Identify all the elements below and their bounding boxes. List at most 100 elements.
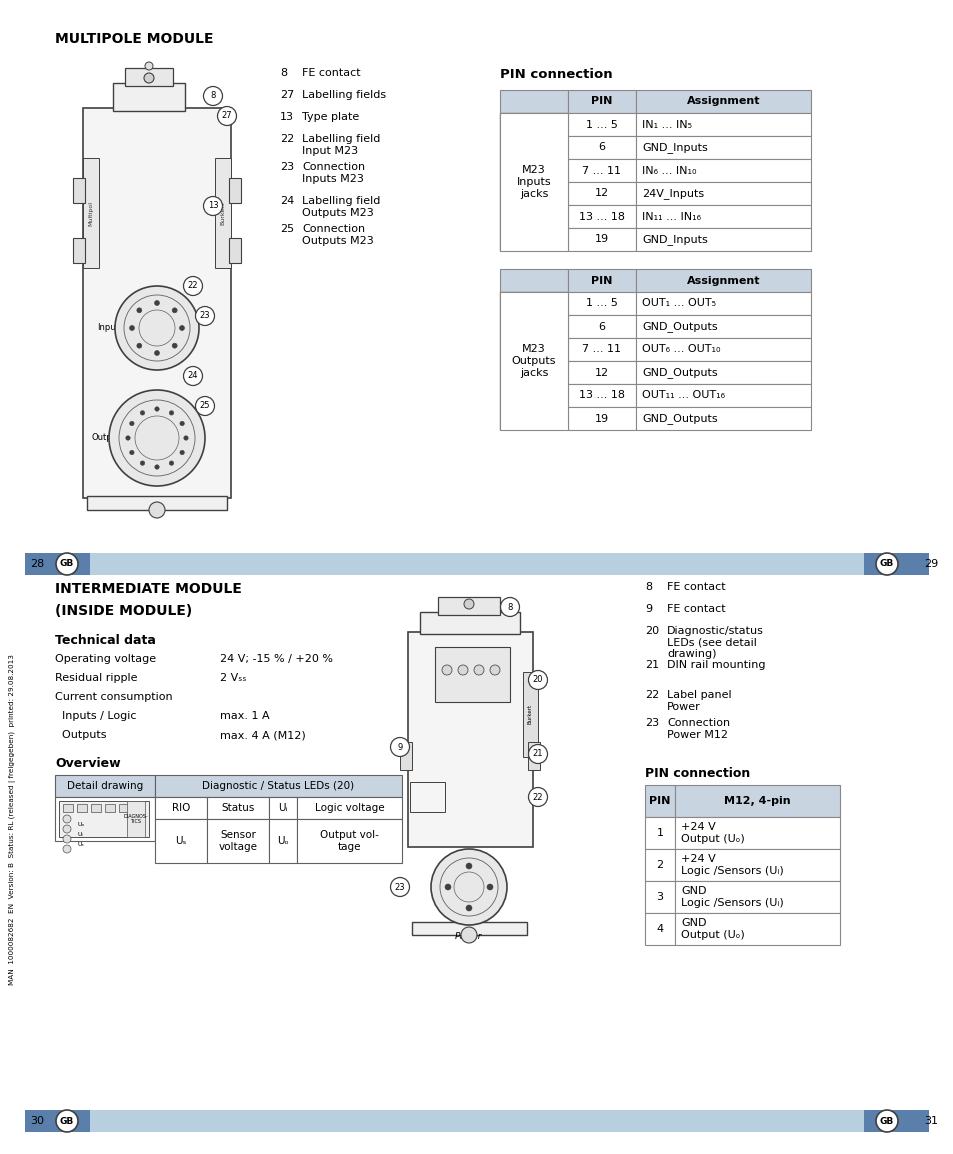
Bar [636,205,810,228]
Text: 2: 2 [656,860,663,870]
Bar [499,292,567,315]
Bar [567,90,636,113]
Text: 8: 8 [210,91,215,100]
Circle shape [474,665,483,675]
Bar [87,496,227,510]
Text: +24 V
Logic /Sensors (Uᵢ): +24 V Logic /Sensors (Uᵢ) [680,854,783,876]
Text: 27: 27 [221,112,233,120]
Text: Operating voltage: Operating voltage [55,654,156,664]
Text: 8: 8 [280,68,287,78]
Text: Detail drawing: Detail drawing [67,781,143,790]
Circle shape [172,308,177,313]
Bar [55,775,154,797]
Text: 20: 20 [644,625,659,636]
Text: 3: 3 [656,892,662,902]
Text: 4: 4 [656,924,663,934]
Bar [499,315,567,338]
Bar [55,797,154,841]
Bar [567,292,636,315]
Text: OUT₁ ... OUT₅: OUT₁ ... OUT₅ [641,299,716,308]
Text: OUT₆ ... OUT₁₀: OUT₆ ... OUT₁₀ [641,345,720,354]
Bar [567,228,636,252]
Text: 25: 25 [199,402,210,411]
Text: Uₛ: Uₛ [77,842,84,847]
Bar [269,797,296,819]
Text: MAN  1000082682  EN  Version: B  Status: RL (released | freigegeben)  printed: 2: MAN 1000082682 EN Version: B Status: RL … [9,654,15,986]
Bar [207,819,269,863]
Text: PIN connection: PIN connection [644,767,749,780]
Bar [499,205,567,228]
Text: GND_Inputs: GND_Inputs [641,234,707,245]
Text: 6: 6 [598,322,605,331]
Text: RIO: RIO [172,803,190,814]
Bar [636,113,810,136]
Text: IN₁₁ ... IN₁₆: IN₁₁ ... IN₁₆ [641,211,700,222]
Bar [567,384,636,407]
Circle shape [875,553,897,575]
Bar [636,90,810,113]
Text: Burkert: Burkert [527,704,532,724]
Circle shape [183,277,202,295]
Bar [499,228,567,252]
Text: Labelling field
Outputs M23: Labelling field Outputs M23 [302,196,380,218]
Text: FE contact: FE contact [666,582,725,592]
Text: M23
Outputs
jacks: M23 Outputs jacks [511,344,556,377]
Bar [567,315,636,338]
Text: max. 1 A: max. 1 A [220,711,270,721]
Text: GB: GB [60,560,74,569]
Circle shape [140,460,145,465]
Bar [636,407,810,430]
Bar [296,819,401,863]
Text: Residual ripple: Residual ripple [55,673,137,683]
Bar [636,361,810,384]
Text: 8: 8 [644,582,652,592]
Text: 2 Vₛₛ: 2 Vₛₛ [220,673,246,683]
Bar [499,136,567,159]
Bar [229,178,241,203]
Bar [437,597,499,615]
Circle shape [154,407,159,411]
Text: 27: 27 [280,90,294,100]
Circle shape [490,665,499,675]
Text: DIN rail mounting: DIN rail mounting [666,660,764,670]
Bar [636,136,810,159]
Circle shape [457,665,468,675]
Bar [636,338,810,361]
Circle shape [172,343,177,349]
Circle shape [217,106,236,126]
Text: 7 ... 11: 7 ... 11 [582,165,620,175]
Circle shape [184,436,188,440]
Text: Output: Output [91,434,120,442]
Circle shape [154,465,159,470]
Text: GND_Inputs: GND_Inputs [641,142,707,153]
Text: 12: 12 [595,188,608,198]
Bar [63,804,73,812]
Circle shape [130,450,134,455]
Bar [644,817,675,849]
Bar [105,804,115,812]
Bar [567,269,636,292]
Bar [412,922,526,935]
Bar [675,785,840,817]
Text: 22: 22 [280,134,294,144]
Circle shape [463,599,474,609]
Text: 31: 31 [923,1116,937,1126]
Bar [499,159,567,182]
Text: Status: Status [221,803,254,814]
Circle shape [130,325,134,330]
Bar [675,849,840,881]
Text: M23
Inputs
jacks: M23 Inputs jacks [517,165,551,198]
Circle shape [144,73,153,83]
Text: 8: 8 [507,602,512,612]
Circle shape [528,787,547,807]
Circle shape [390,737,409,757]
Bar [499,90,567,113]
Bar [269,819,296,863]
Bar [296,797,401,819]
Circle shape [63,825,71,833]
Text: 9: 9 [644,604,652,614]
Text: Burkert: Burkert [220,201,225,225]
Bar [25,553,90,575]
Circle shape [63,815,71,823]
Circle shape [460,927,476,943]
